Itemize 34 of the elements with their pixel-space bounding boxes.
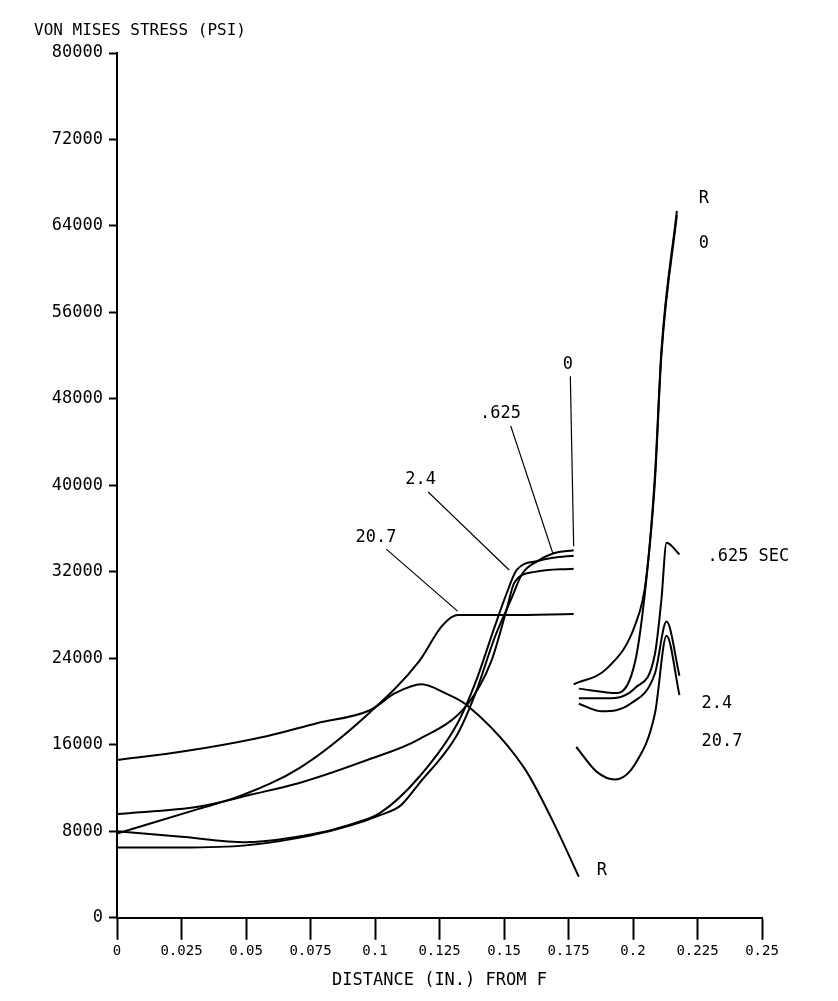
annotation: 20.7 <box>355 525 397 546</box>
y-tick-label: 32000 <box>51 560 103 581</box>
y-tick-label: 40000 <box>51 473 103 494</box>
x-tick-label: 0.075 <box>289 941 332 958</box>
x-tick-label: 0.1 <box>362 941 388 958</box>
y-tick-label: 56000 <box>51 300 103 321</box>
x-tick-label: 0.125 <box>418 941 461 958</box>
annotation: R <box>596 859 608 880</box>
annotation: 2.4 <box>701 692 733 713</box>
y-tick-label: 0 <box>92 906 103 927</box>
annotation: 0 <box>562 352 573 373</box>
annotation: 20.7 <box>701 729 743 750</box>
x-tick-label: 0.025 <box>160 941 203 958</box>
y-tick-label: 48000 <box>51 387 103 408</box>
y-axis-title: VON MISES STRESS (PSI) <box>34 20 246 40</box>
annotation: 2.4 <box>405 468 436 489</box>
annotation: 0 <box>698 231 710 252</box>
x-axis-title: DISTANCE (IN.) FROM F <box>332 969 547 990</box>
x-tick-label: 0.15 <box>487 941 521 958</box>
x-tick-label: 0 <box>112 941 122 958</box>
annotation: .625 <box>480 402 521 423</box>
x-tick-label: 0.175 <box>547 941 590 958</box>
y-tick-label: 8000 <box>62 819 103 840</box>
y-tick-label: 16000 <box>51 733 103 754</box>
y-tick-label: 80000 <box>51 41 103 62</box>
y-tick-label: 64000 <box>51 214 103 235</box>
x-tick-label: 0.2 <box>620 941 646 958</box>
annotation: .625 SEC <box>707 545 790 566</box>
annotation: R <box>698 187 710 208</box>
y-tick-label: 24000 <box>51 646 103 667</box>
y-tick-label: 72000 <box>51 127 103 148</box>
x-tick-label: 0.25 <box>745 941 779 958</box>
x-tick-label: 0.225 <box>676 941 719 958</box>
x-tick-label: 0.05 <box>229 941 263 958</box>
